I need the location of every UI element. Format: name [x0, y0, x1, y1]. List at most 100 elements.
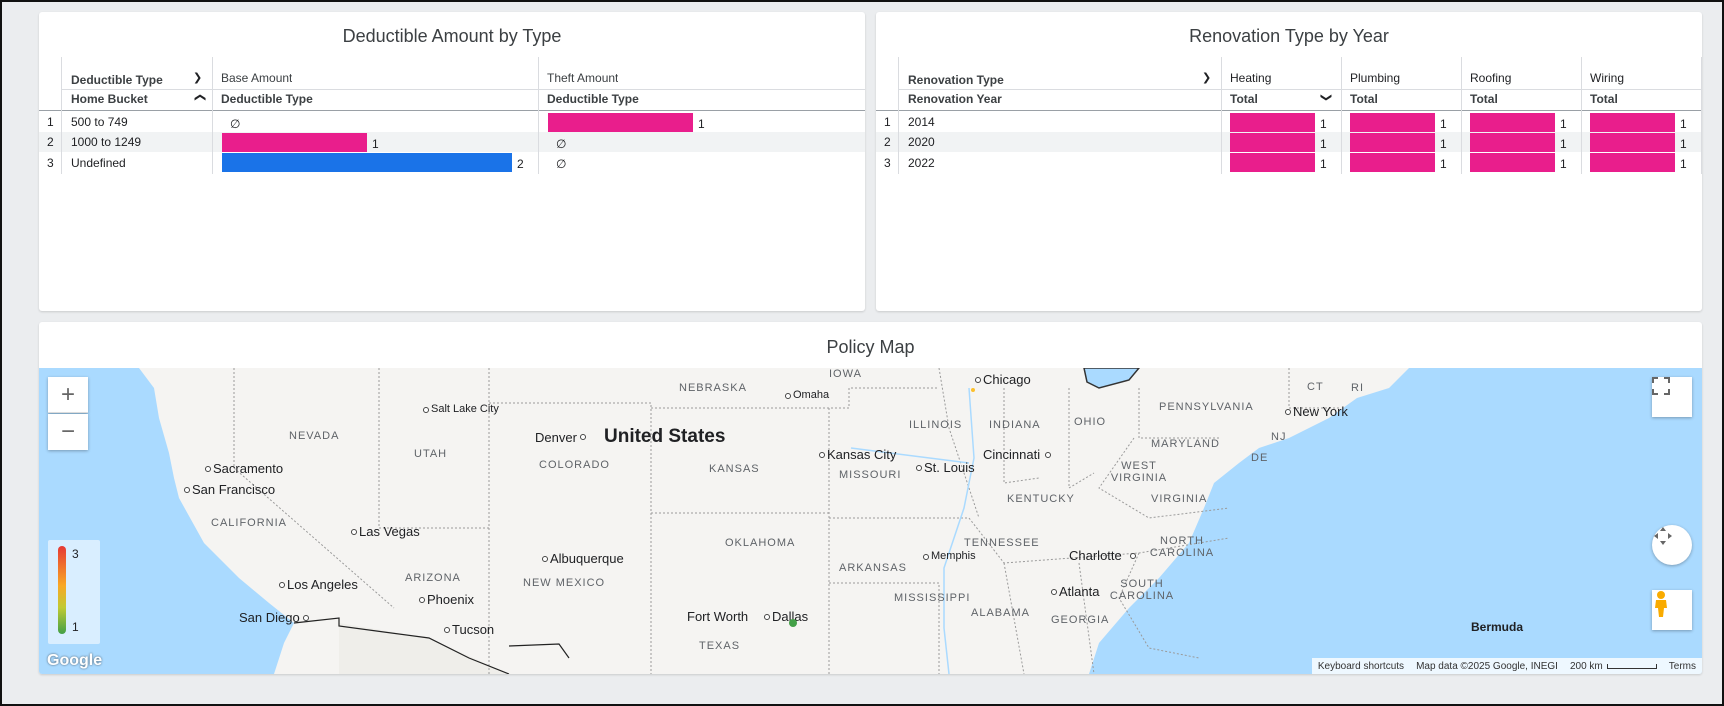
policy-data-point[interactable] — [971, 388, 975, 392]
row-dim-header[interactable]: Deductible Type — [71, 73, 163, 87]
row-index: 1 — [47, 115, 54, 129]
city-marker — [279, 582, 285, 588]
state-label: NEVADA — [289, 430, 340, 442]
renovation-type-card: Renovation Type by Year Renovation Type … — [876, 12, 1702, 311]
deductible-card-title: Deductible Amount by Type — [342, 26, 562, 46]
street-view-button[interactable] — [1652, 590, 1692, 630]
row-index: 1 — [884, 115, 891, 129]
city-label: Los Angeles — [287, 577, 358, 592]
terms-link[interactable]: Terms — [1668, 660, 1696, 672]
google-logo[interactable]: Google — [47, 652, 103, 669]
table-bar — [1350, 133, 1435, 152]
state-label: WEST VIRGINIA — [1110, 460, 1168, 484]
policy-map-card: Policy Map — [39, 322, 1702, 674]
bar-value-label: 1 — [1560, 137, 1567, 151]
row-dim-header[interactable]: Renovation Type — [908, 73, 1004, 87]
table-bar — [1350, 153, 1435, 172]
state-label: OKLAHOMA — [725, 537, 796, 549]
bar-value-label: 1 — [1320, 157, 1327, 171]
bar-value-label: 1 — [372, 137, 379, 151]
bar-value-label: 1 — [1680, 117, 1687, 131]
null-value: ∅ — [556, 157, 567, 171]
state-label: MARYLAND — [1151, 438, 1220, 450]
row-index: 3 — [47, 156, 54, 170]
null-value: ∅ — [556, 137, 567, 151]
state-label: NEBRASKA — [679, 382, 747, 394]
city-marker — [916, 465, 922, 471]
zoom-out-button[interactable]: − — [48, 414, 88, 450]
city-marker — [975, 377, 981, 383]
policy-data-point[interactable] — [789, 619, 797, 627]
row-label: 2014 — [908, 115, 935, 129]
bar-value-label: 1 — [698, 117, 705, 131]
state-label: NEW MEXICO — [523, 577, 606, 589]
city-label: Phoenix — [427, 592, 474, 607]
table-bar — [222, 153, 512, 172]
column-subheader-heating: Total — [1230, 92, 1258, 106]
city-label: Albuquerque — [550, 551, 624, 566]
city-marker — [444, 627, 450, 633]
map-base-svg — [39, 368, 1702, 674]
column-header-base-amount[interactable]: Base Amount — [221, 71, 293, 85]
chevron-right-icon[interactable]: ❯ — [193, 72, 203, 84]
column-header-wiring[interactable]: Wiring — [1590, 71, 1625, 85]
city-marker — [542, 556, 548, 562]
bar-value-label: 1 — [1440, 137, 1447, 151]
city-label: Bermuda — [1471, 620, 1524, 634]
city-marker — [785, 393, 791, 399]
city-label: Sacramento — [213, 461, 284, 476]
fullscreen-button[interactable] — [1652, 377, 1692, 417]
policy-map[interactable]: NEBRASKA IOWA NEVADA UTAH COLORADO KANSA… — [39, 368, 1702, 674]
pan-arrows-icon — [1654, 527, 1672, 545]
row-index: 2 — [884, 135, 891, 149]
column-header-roofing[interactable]: Roofing — [1470, 71, 1512, 85]
renovation-card-title: Renovation Type by Year — [1189, 26, 1389, 46]
column-subheader-theft: Deductible Type — [547, 92, 639, 106]
state-label: ILLINOIS — [909, 419, 963, 431]
city-label: Memphis — [931, 550, 976, 562]
city-label: Las Vegas — [359, 524, 420, 539]
column-header-plumbing[interactable]: Plumbing — [1350, 71, 1401, 85]
state-label: KENTUCKY — [1007, 493, 1075, 505]
city-label: St. Louis — [924, 460, 975, 475]
row-label: 2022 — [908, 156, 935, 170]
null-value: ∅ — [230, 117, 241, 131]
chevron-down-icon[interactable]: ❯ — [1320, 92, 1333, 103]
city-marker — [580, 434, 586, 440]
camera-control-button[interactable] — [1652, 525, 1692, 565]
state-label: ARKANSAS — [839, 562, 907, 574]
state-label: NORTH CAROLINA — [1149, 535, 1215, 559]
map-attribution: Keyboard shortcuts Map data ©2025 Google… — [1311, 658, 1702, 674]
bar-value-label: 1 — [1320, 117, 1327, 131]
column-subheader-plumbing: Total — [1350, 92, 1378, 106]
bar-value-label: 2 — [517, 157, 524, 171]
keyboard-shortcuts-link[interactable]: Keyboard shortcuts — [1317, 660, 1405, 672]
city-label: Dallas — [772, 609, 809, 624]
table-bar — [1590, 113, 1675, 132]
table-bar — [1470, 113, 1555, 132]
city-label: Tucson — [452, 622, 495, 637]
bar-value-label: 1 — [1560, 117, 1567, 131]
state-label: TENNESSEE — [964, 537, 1040, 549]
chevron-up-icon[interactable]: ❯ — [194, 92, 207, 103]
chevron-right-icon[interactable]: ❯ — [1202, 72, 1212, 84]
pegman-icon — [1655, 591, 1667, 617]
city-label: Fort Worth — [687, 609, 749, 624]
state-label: VIRGINIA — [1151, 493, 1208, 505]
row-sub-header[interactable]: Renovation Year — [908, 92, 1002, 106]
row-sub-header[interactable]: Home Bucket — [71, 92, 148, 106]
city-label: Denver — [535, 430, 577, 445]
city-label: Cincinnati — [983, 447, 1041, 462]
column-header-heating[interactable]: Heating — [1230, 71, 1272, 85]
table-bar — [1470, 133, 1555, 152]
column-header-theft-amount[interactable]: Theft Amount — [547, 71, 619, 85]
country-label: United States — [604, 426, 726, 447]
city-label: Salt Lake City — [431, 403, 499, 415]
state-label: PENNSYLVANIA — [1159, 401, 1254, 413]
city-marker — [1130, 553, 1136, 559]
column-subheader-wiring: Total — [1590, 92, 1618, 106]
state-label: UTAH — [414, 448, 448, 460]
legend-gradient — [58, 546, 66, 634]
city-marker — [819, 452, 825, 458]
zoom-in-button[interactable]: + — [48, 377, 88, 413]
